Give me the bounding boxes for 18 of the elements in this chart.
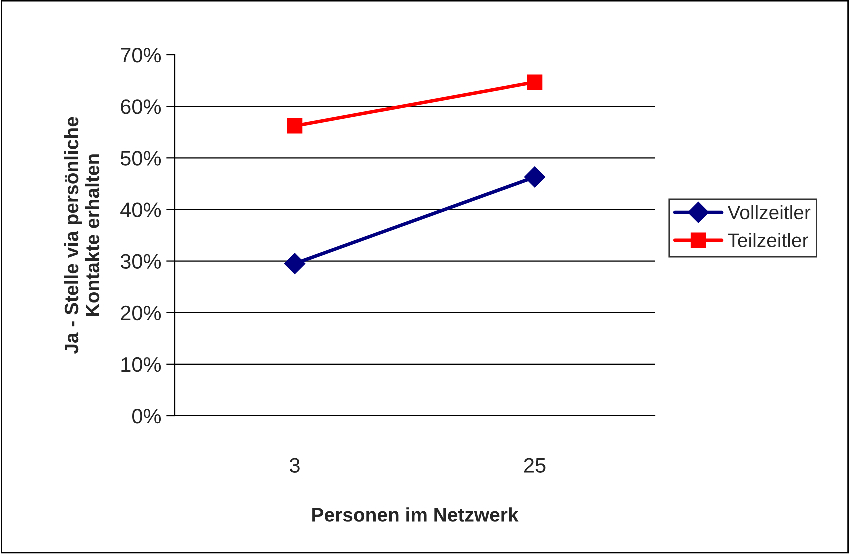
y-axis-title: Ja - Stelle via persönliche Kontakte erhalten bbox=[64, 117, 100, 354]
legend-label: Vollzeitler bbox=[728, 205, 811, 220]
y-tick-label: 0% bbox=[132, 409, 162, 424]
y-tick-label: 60% bbox=[121, 100, 162, 114]
point bbox=[524, 166, 546, 188]
x-axis-title: Personen im Netzwerk bbox=[312, 508, 519, 522]
y-tick-label: 50% bbox=[120, 151, 162, 166]
point bbox=[287, 118, 303, 134]
y-tick-label: 70% bbox=[121, 48, 162, 63]
x-tick-label: 25 bbox=[524, 458, 546, 473]
x-tick-label: 3 bbox=[290, 458, 300, 473]
y-tick-label: 10% bbox=[122, 357, 162, 372]
point bbox=[284, 253, 306, 274]
y-tick-label: 40% bbox=[120, 202, 162, 218]
y-tick-label: 30% bbox=[120, 254, 162, 270]
legend-label: Teilzeitler bbox=[728, 233, 808, 248]
point bbox=[527, 74, 543, 90]
y-tick-label: 20% bbox=[121, 306, 162, 321]
